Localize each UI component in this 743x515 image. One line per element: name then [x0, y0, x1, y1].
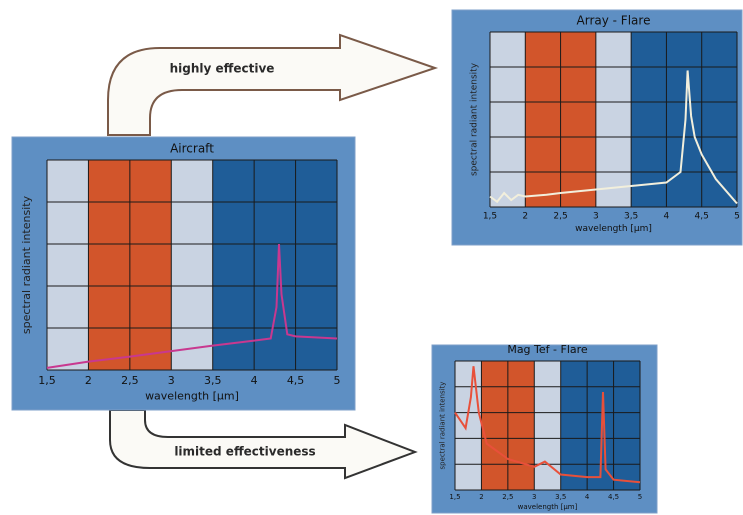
- x-tick-label: 3: [168, 374, 175, 387]
- arrow-label: limited effectiveness: [174, 445, 315, 459]
- x-axis-label: wavelength [µm]: [575, 224, 652, 234]
- x-tick-label: 5: [334, 374, 341, 387]
- arrow-up: [107, 33, 439, 136]
- spectrum-line: [46, 243, 338, 369]
- y-axis-label: spectral radiant intensity: [20, 195, 33, 334]
- x-tick-label: 3: [593, 212, 599, 222]
- x-tick-label: 1,5: [449, 493, 460, 501]
- band: [212, 160, 337, 370]
- x-tick-label: 2,5: [121, 374, 139, 387]
- x-tick-label: 3,5: [555, 493, 566, 501]
- x-tick-label: 5: [638, 493, 642, 501]
- x-tick-label: 4: [585, 493, 590, 501]
- x-tick-label: 1,5: [483, 212, 497, 222]
- x-tick-label: 4,5: [287, 374, 305, 387]
- x-tick-label: 2,5: [553, 212, 567, 222]
- y-axis-label: spectral radiant intensity: [469, 62, 479, 176]
- band: [490, 32, 526, 207]
- x-tick-label: 3,5: [204, 374, 222, 387]
- spectrum-line: [489, 70, 738, 205]
- band: [47, 160, 89, 370]
- band: [534, 361, 561, 490]
- x-tick-label: 2,5: [502, 493, 513, 501]
- band: [631, 32, 737, 207]
- x-tick-label: 4: [251, 374, 258, 387]
- band: [595, 32, 632, 207]
- x-tick-label: 4,5: [608, 493, 619, 501]
- arrow-down: [109, 409, 418, 480]
- band: [171, 160, 213, 370]
- x-tick-label: 2: [479, 493, 483, 501]
- chart-title: Array - Flare: [577, 14, 651, 28]
- x-tick-label: 2: [522, 212, 528, 222]
- x-tick-label: 3,5: [624, 212, 638, 222]
- x-axis-label: wavelength [µm]: [518, 503, 578, 511]
- chart-title: Mag Tef - Flare: [507, 343, 588, 356]
- x-tick-label: 2: [85, 374, 92, 387]
- x-tick-label: 1,5: [38, 374, 56, 387]
- chart-title: Aircraft: [170, 142, 214, 156]
- spectrum-line: [454, 366, 641, 484]
- x-tick-label: 3: [532, 493, 536, 501]
- x-tick-label: 4: [664, 212, 670, 222]
- x-axis-label: wavelength [µm]: [145, 389, 239, 402]
- y-axis-label: spectral radiant intensity: [438, 382, 446, 470]
- x-tick-label: 5: [734, 212, 740, 222]
- band: [455, 361, 482, 490]
- arrow-label: highly effective: [170, 62, 275, 76]
- x-tick-label: 4,5: [695, 212, 709, 222]
